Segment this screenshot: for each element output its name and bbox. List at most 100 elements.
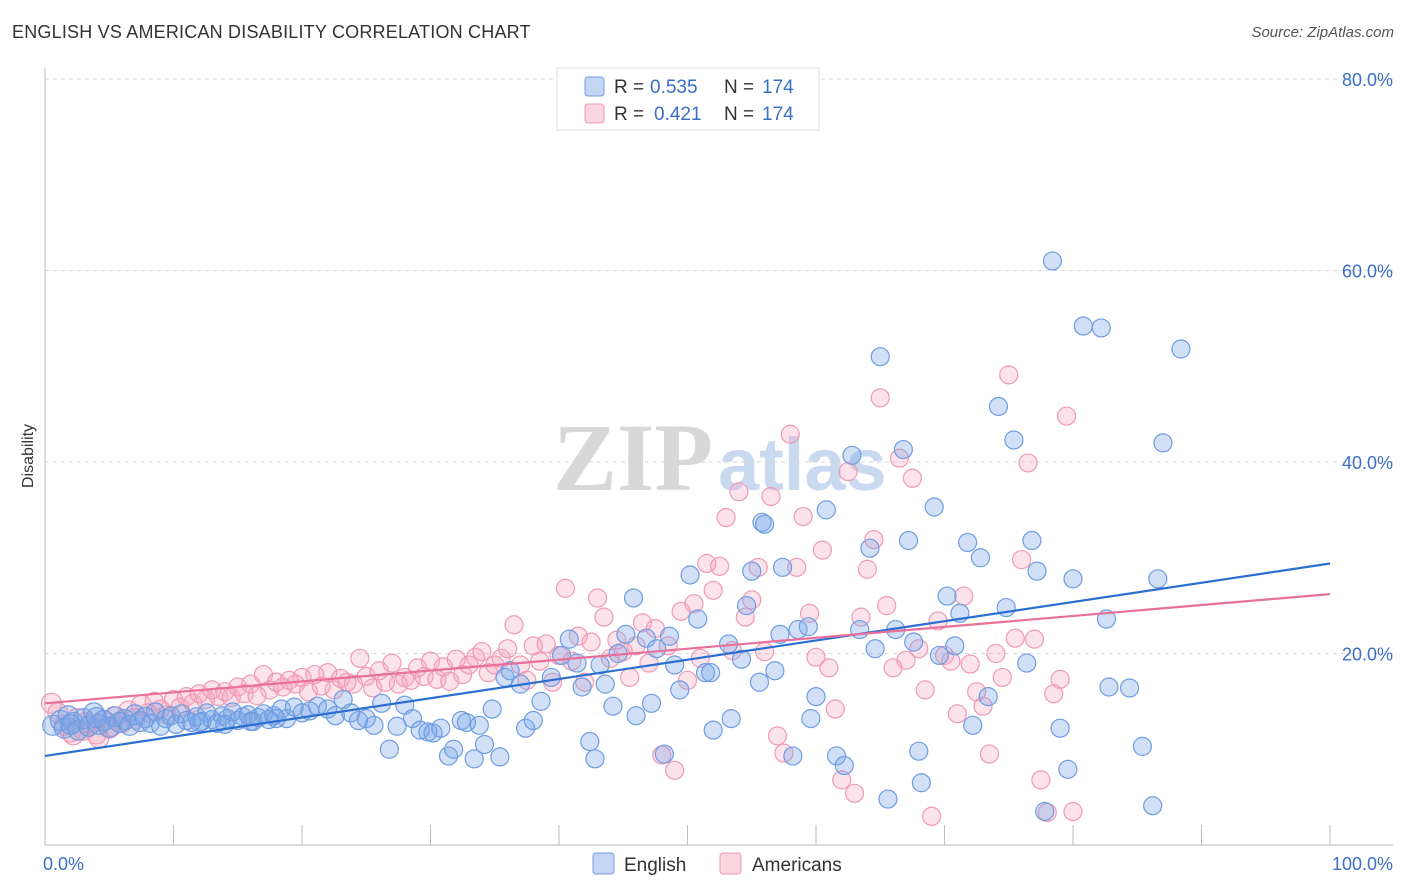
chart-title: ENGLISH VS AMERICAN DISABILITY CORRELATI…	[12, 22, 531, 42]
stats-legend-box	[556, 67, 820, 131]
point-english	[444, 739, 464, 759]
point-english	[1022, 530, 1042, 551]
point-americans	[1018, 453, 1038, 473]
point-americans	[877, 596, 897, 616]
point-english	[765, 661, 785, 681]
point-english	[1027, 561, 1047, 581]
y-tick-label: 80.0%	[1342, 70, 1393, 90]
point-english	[893, 439, 913, 460]
point-english	[284, 697, 304, 717]
legend-r-value-english: 0.535	[650, 77, 698, 98]
point-americans	[587, 588, 608, 608]
point-english	[431, 718, 451, 738]
point-americans	[979, 744, 1000, 764]
point-english	[860, 538, 880, 558]
point-americans	[536, 634, 556, 654]
point-americans	[915, 680, 935, 700]
series-legend-swatch-english	[592, 852, 615, 875]
y-tick-label: 20.0%	[1342, 645, 1393, 665]
point-english	[1171, 339, 1191, 359]
point-americans	[954, 586, 974, 606]
point-english	[749, 672, 770, 692]
point-english	[783, 746, 803, 766]
point-english	[181, 712, 202, 733]
point-english	[1050, 718, 1070, 738]
point-english	[929, 645, 949, 666]
point-english	[580, 731, 600, 752]
point-english	[266, 709, 286, 729]
point-americans	[754, 641, 775, 662]
legend-swatch-americans	[584, 103, 605, 124]
point-english	[641, 693, 662, 713]
point-english	[145, 702, 166, 722]
point-americans	[453, 664, 473, 685]
data-points	[40, 251, 1191, 826]
point-english	[1017, 653, 1037, 673]
point-english	[703, 720, 723, 740]
point-english	[770, 624, 790, 644]
point-english	[1058, 759, 1078, 779]
point-americans	[581, 632, 601, 652]
point-english	[680, 565, 700, 585]
point-english	[816, 500, 836, 520]
point-english	[1119, 678, 1140, 698]
trend-lines	[44, 562, 1331, 758]
point-english	[156, 709, 176, 729]
point-english	[937, 586, 957, 606]
point-english	[1004, 430, 1024, 450]
point-americans	[1031, 770, 1051, 790]
point-english	[909, 741, 929, 761]
legend-n-value-americans: 174	[762, 104, 794, 125]
y-tick-label: 60.0%	[1342, 262, 1393, 282]
point-english	[898, 530, 919, 551]
point-english	[60, 713, 82, 735]
point-english	[737, 596, 757, 616]
point-english	[659, 626, 680, 646]
point-english	[842, 445, 862, 465]
point-americans	[703, 580, 723, 600]
point-english	[1099, 677, 1119, 697]
point-americans	[806, 647, 826, 667]
point-english	[616, 624, 636, 644]
point-americans	[896, 650, 916, 670]
point-english	[595, 674, 615, 694]
point-english	[806, 686, 826, 707]
series-legend-label-english: English	[624, 855, 686, 876]
point-english	[870, 347, 890, 367]
point-english	[626, 706, 646, 726]
point-americans	[819, 658, 839, 678]
axes: 20.0% 40.0% 60.0% 80.0% 0.0% 100.0%	[43, 68, 1393, 874]
point-english	[731, 649, 752, 669]
point-americans	[144, 691, 164, 711]
legend-n-label-english: N =	[724, 77, 754, 98]
point-americans	[504, 615, 524, 635]
point-americans	[742, 590, 762, 610]
point-english	[464, 749, 484, 769]
point-english	[1091, 318, 1111, 338]
point-americans	[793, 506, 813, 527]
point-english	[482, 699, 502, 719]
point-americans	[729, 482, 749, 502]
point-americans	[857, 559, 878, 579]
point-americans	[665, 760, 685, 780]
point-americans	[684, 594, 704, 614]
point-english	[559, 629, 579, 649]
point-english	[654, 744, 674, 764]
x-tick-label-min: 0.0%	[43, 854, 84, 874]
point-americans	[986, 643, 1006, 664]
point-english	[701, 663, 721, 683]
point-americans	[555, 578, 576, 598]
point-english	[166, 714, 186, 734]
point-americans	[825, 699, 845, 719]
watermark-atlas: atlas	[718, 423, 887, 506]
point-english	[695, 663, 716, 683]
point-english	[904, 632, 924, 652]
point-english	[402, 709, 423, 729]
point-americans	[992, 667, 1012, 688]
point-english	[603, 696, 623, 716]
point-english	[1153, 433, 1173, 453]
point-english	[241, 711, 261, 732]
point-americans	[780, 424, 800, 444]
point-americans	[677, 670, 698, 690]
point-americans	[922, 806, 942, 826]
